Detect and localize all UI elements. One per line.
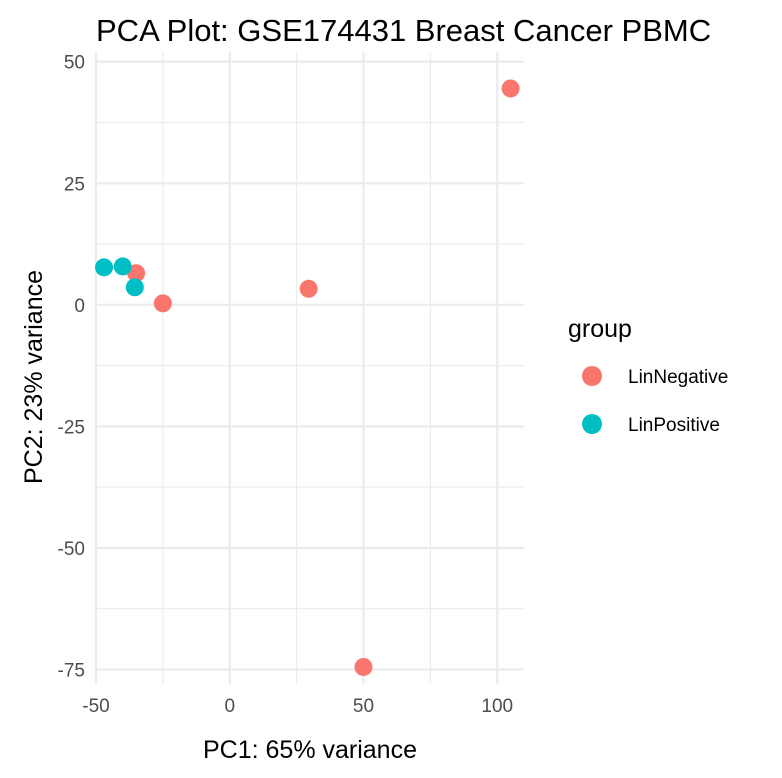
y-tick-label: -75 bbox=[58, 660, 85, 681]
y-axis-title: PC2: 23% variance bbox=[20, 270, 48, 484]
legend-key bbox=[582, 414, 602, 434]
data-points bbox=[95, 79, 520, 676]
y-tick-label: 0 bbox=[74, 296, 85, 317]
data-point bbox=[95, 258, 114, 277]
legend-title: group bbox=[568, 315, 632, 343]
data-point bbox=[127, 264, 146, 283]
data-point bbox=[125, 278, 144, 297]
data-point bbox=[354, 657, 373, 676]
legend: group LinNegative LinPositive bbox=[568, 315, 728, 436]
x-axis-title: PC1: 65% variance bbox=[203, 736, 417, 764]
legend-label: LinPositive bbox=[628, 415, 720, 436]
data-point bbox=[153, 294, 172, 313]
data-point bbox=[501, 79, 520, 98]
data-point bbox=[299, 279, 318, 298]
y-tick-label: 50 bbox=[64, 53, 85, 74]
legend-key bbox=[582, 366, 602, 386]
x-tick-label: 100 bbox=[481, 696, 513, 717]
axis-ticks: -50 0 50 100 50 25 0 -25 -50 -75 bbox=[58, 53, 514, 717]
y-tick-label: -25 bbox=[58, 417, 85, 438]
grid bbox=[94, 52, 524, 684]
x-tick-label: 0 bbox=[224, 696, 235, 717]
y-tick-label: 25 bbox=[64, 174, 85, 195]
chart-title: PCA Plot: GSE174431 Breast Cancer PBMC bbox=[96, 13, 711, 48]
x-tick-label: -50 bbox=[82, 696, 109, 717]
legend-label: LinNegative bbox=[628, 367, 728, 388]
x-tick-label: 50 bbox=[353, 696, 374, 717]
data-point bbox=[113, 257, 132, 276]
y-tick-label: -50 bbox=[58, 539, 85, 560]
